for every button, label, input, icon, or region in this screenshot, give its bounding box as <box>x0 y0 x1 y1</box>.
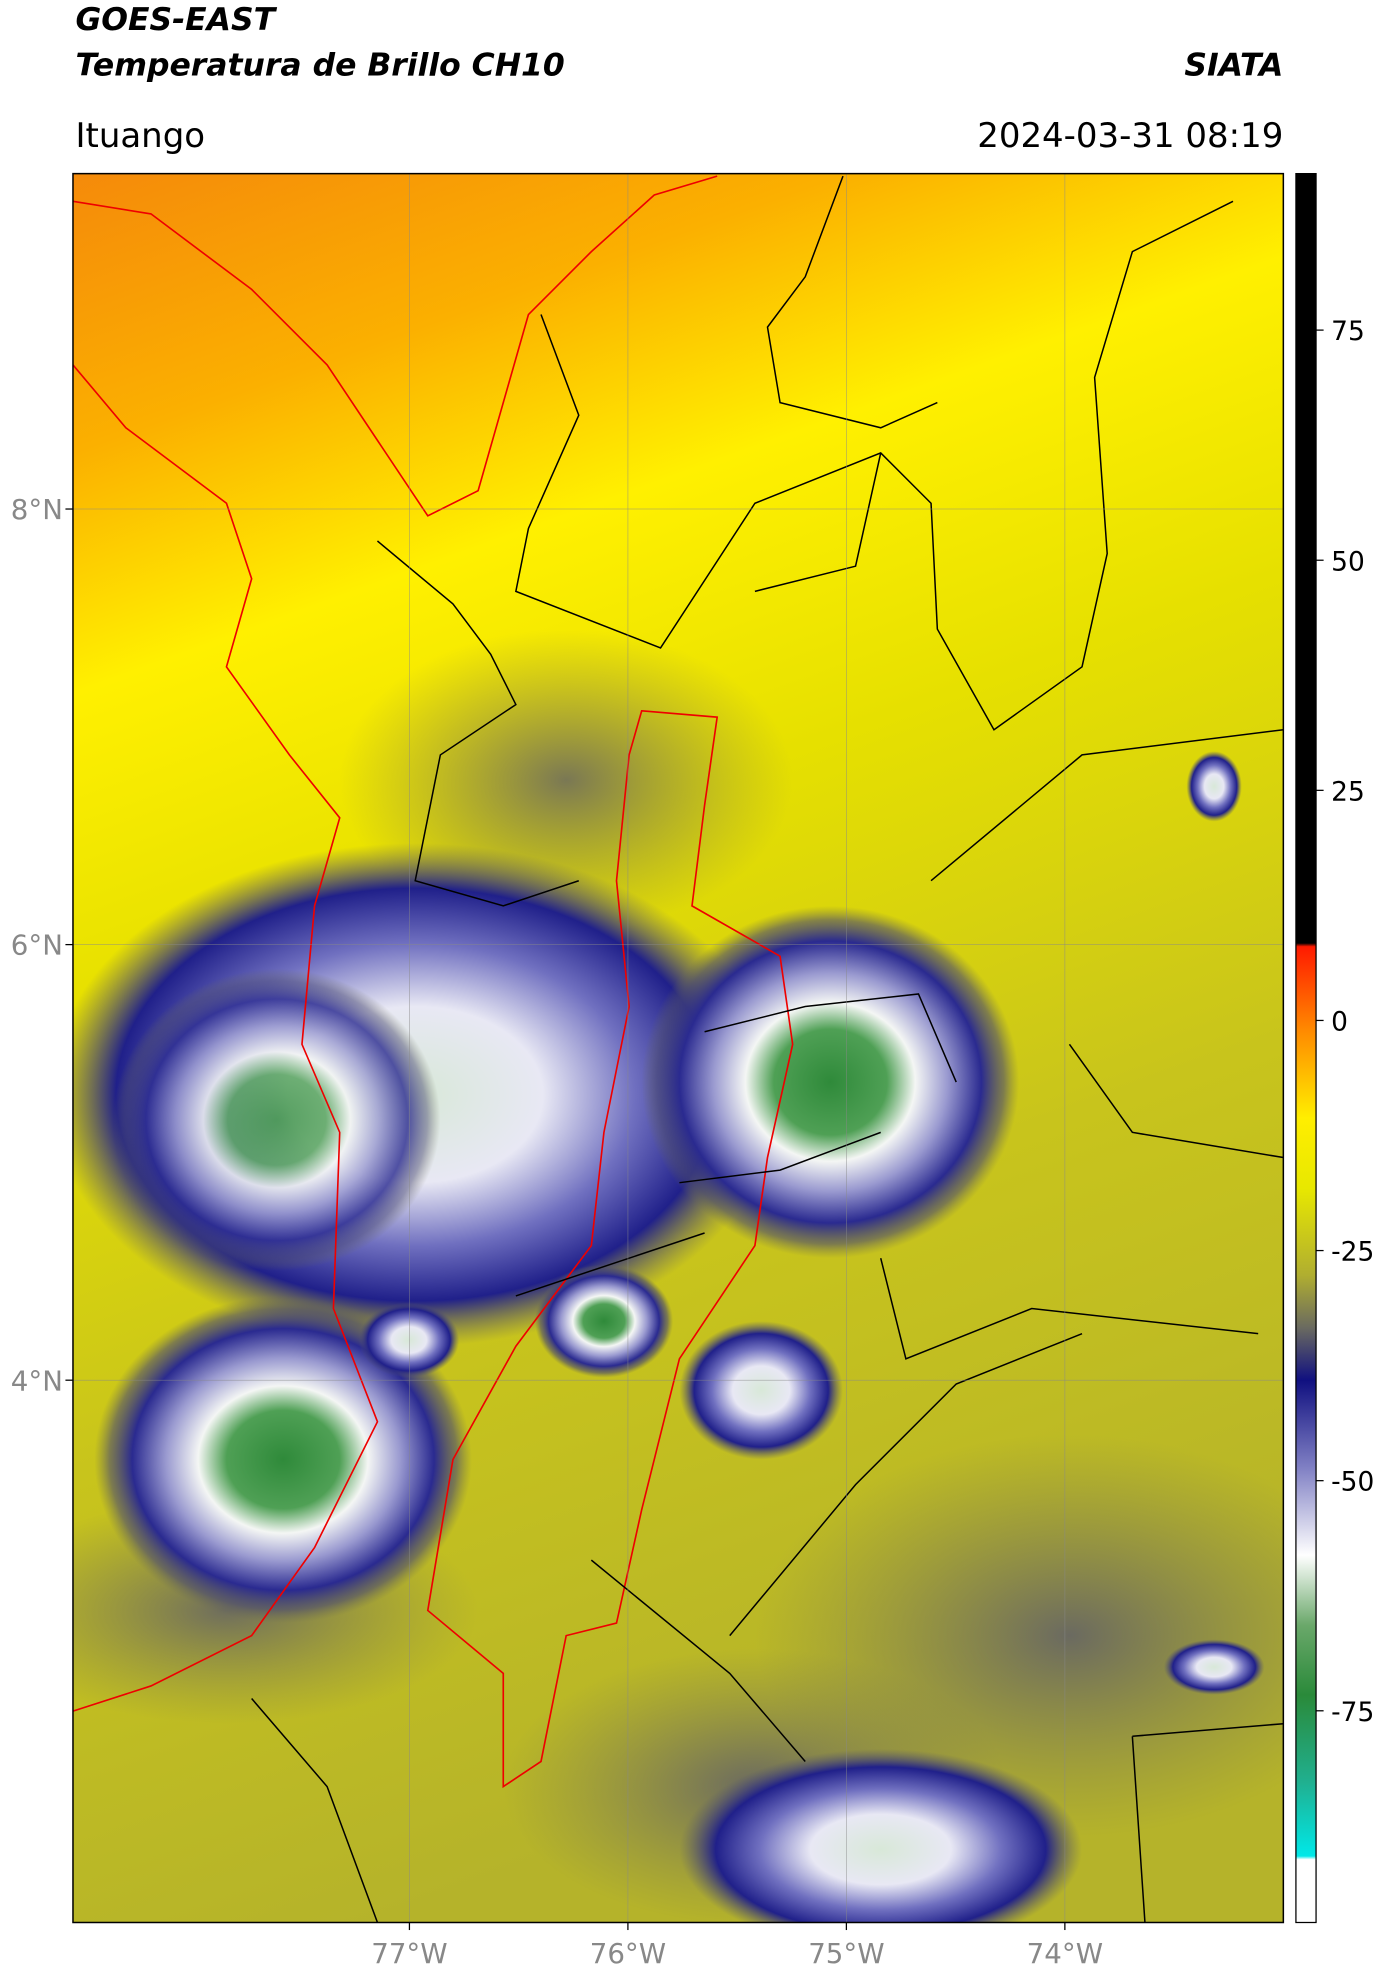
colorbar-tick-label: 75 <box>1331 316 1365 347</box>
colorbar-tick-label: 25 <box>1331 776 1365 807</box>
colorbar-tick-label: 50 <box>1331 546 1365 577</box>
map-frame <box>72 172 1285 1924</box>
colorbar-tick-label: 0 <box>1331 1007 1348 1038</box>
source: SIATA <box>1184 47 1283 83</box>
title: GOES-EAST <box>75 2 277 38</box>
subtitle: Temperatura de Brillo CH10 <box>75 47 564 83</box>
lon-tick-label: 75°W <box>808 1937 884 1970</box>
lon-tick-label: 74°W <box>1027 1937 1103 1970</box>
location: Ituango <box>75 116 205 156</box>
colorbar <box>1295 172 1317 1924</box>
satellite-image <box>72 173 1284 1923</box>
graticule <box>72 173 1284 1923</box>
lon-tick-label: 77°W <box>371 1937 447 1970</box>
lon-tick-label: 76°W <box>590 1937 666 1970</box>
colorbar-tick-label: -75 <box>1331 1697 1374 1728</box>
colorbar-tick-label: -50 <box>1331 1467 1374 1498</box>
colorbar-tick-label: -25 <box>1331 1237 1374 1268</box>
lat-tick-label: 4°N <box>11 1364 63 1397</box>
lat-tick-label: 8°N <box>11 493 63 526</box>
lat-tick-label: 6°N <box>11 929 63 962</box>
datetime: 2024-03-31 08:19 <box>977 116 1283 156</box>
